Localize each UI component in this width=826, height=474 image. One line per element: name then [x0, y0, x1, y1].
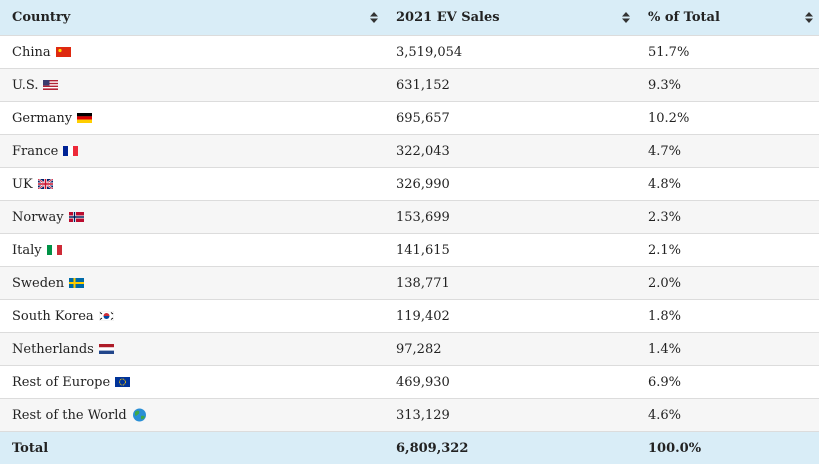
cell: 1.8% [636, 299, 819, 333]
sort-icon[interactable] [370, 12, 378, 23]
globe-icon [132, 408, 146, 421]
flag-icon [43, 79, 59, 90]
cell: U.S. [0, 68, 384, 102]
cell: UK [0, 167, 384, 201]
cell: Norway [0, 200, 384, 234]
row: Norway 153,699 2.3% [0, 200, 819, 234]
cell: 4.6% [636, 398, 819, 432]
cell: Total [0, 431, 384, 464]
cell: 153,699 [384, 200, 636, 234]
flag-icon [77, 112, 93, 123]
country: Norway [12, 209, 64, 225]
flag-icon [69, 277, 85, 288]
cell: 469,930 [384, 365, 636, 399]
flag-icon [115, 376, 131, 387]
header-text: % of Total [648, 10, 720, 25]
cell: 9.3% [636, 68, 819, 102]
cell: 6,809,322 [384, 431, 636, 464]
cell: 695,657 [384, 101, 636, 135]
column-header[interactable]: % of Total [636, 0, 819, 36]
flag-icon [98, 343, 114, 354]
cell: France [0, 134, 384, 168]
total-row: Total 6,809,322 100.0% [0, 431, 819, 464]
row: Netherlands 97,282 1.4% [0, 332, 819, 366]
country: U.S. [12, 77, 39, 93]
cell: 100.0% [636, 431, 819, 464]
ev-sales-table: Country 2021 EV Sales % of Total China 3,… [0, 0, 819, 464]
flag-icon [98, 310, 114, 321]
cell: 119,402 [384, 299, 636, 333]
cell: 2.1% [636, 233, 819, 267]
flag-icon [55, 46, 71, 57]
country: Sweden [12, 275, 65, 291]
row: Italy 141,615 2.1% [0, 233, 819, 267]
cell: 97,282 [384, 332, 636, 366]
header-text: 2021 EV Sales [396, 10, 500, 25]
cell: 2.0% [636, 266, 819, 300]
row: U.S. 631,152 9.3% [0, 68, 819, 102]
row: Sweden 138,771 2.0% [0, 266, 819, 300]
country: Rest of Europe [12, 374, 111, 390]
cell: South Korea [0, 299, 384, 333]
cell: Netherlands [0, 332, 384, 366]
row: UK 326,990 4.8% [0, 167, 819, 201]
cell: 2.3% [636, 200, 819, 234]
cell: Italy [0, 233, 384, 267]
flag-icon [46, 244, 62, 255]
cell: 4.7% [636, 134, 819, 168]
flag-icon [68, 211, 84, 222]
cell: 3,519,054 [384, 35, 636, 69]
cell: China [0, 35, 384, 69]
country: Italy [12, 242, 42, 258]
country: Rest of the World [12, 407, 127, 423]
country: UK [12, 176, 33, 192]
cell: 141,615 [384, 233, 636, 267]
country: China [12, 44, 51, 60]
column-header[interactable]: Country [0, 0, 384, 36]
cell: 51.7% [636, 35, 819, 69]
row: Rest of the World 313,129 4.6% [0, 398, 819, 432]
flag-icon [63, 145, 79, 156]
cell: Rest of the World [0, 398, 384, 432]
country: Netherlands [12, 341, 94, 357]
cell: 313,129 [384, 398, 636, 432]
country: France [12, 143, 59, 159]
cell: Rest of Europe [0, 365, 384, 399]
cell: 138,771 [384, 266, 636, 300]
cell: 4.8% [636, 167, 819, 201]
header-row: Country 2021 EV Sales % of Total [0, 0, 819, 36]
row: South Korea 119,402 1.8% [0, 299, 819, 333]
row: China 3,519,054 51.7% [0, 35, 819, 69]
row: Germany 695,657 10.2% [0, 101, 819, 135]
flag-icon [37, 177, 54, 190]
cell: Sweden [0, 266, 384, 300]
cell: 322,043 [384, 134, 636, 168]
cell: Germany [0, 101, 384, 135]
sort-icon[interactable] [622, 12, 630, 23]
country: Germany [12, 110, 73, 126]
row: Rest of Europe 469,930 6.9% [0, 365, 819, 399]
cell: 326,990 [384, 167, 636, 201]
header-text: Country [12, 10, 71, 25]
cell: 631,152 [384, 68, 636, 102]
cell: 6.9% [636, 365, 819, 399]
cell: 1.4% [636, 332, 819, 366]
row: France 322,043 4.7% [0, 134, 819, 168]
country: South Korea [12, 308, 94, 324]
sort-icon[interactable] [805, 12, 813, 23]
cell: 10.2% [636, 101, 819, 135]
column-header[interactable]: 2021 EV Sales [384, 0, 636, 36]
